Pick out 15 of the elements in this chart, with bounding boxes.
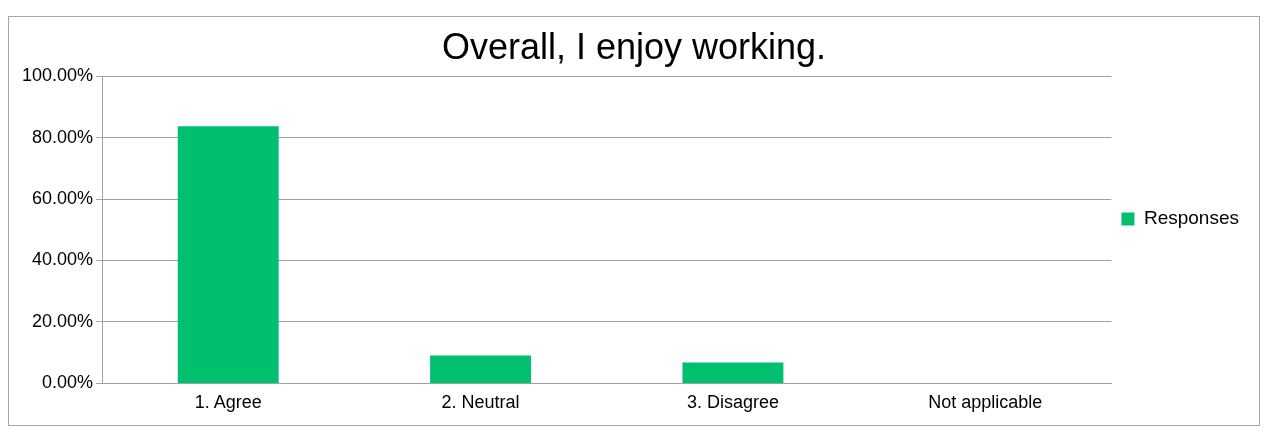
x-tick-label: 1. Agree (194, 392, 262, 413)
y-tick-label: 60.00% (32, 188, 94, 209)
bar (430, 355, 532, 383)
chart-title: Overall, I enjoy working. (441, 25, 827, 67)
x-tick-label: 3. Disagree (686, 392, 779, 413)
y-tick-label: 40.00% (32, 249, 94, 270)
x-tick-label: Not applicable (928, 392, 1043, 413)
bar (177, 126, 279, 383)
y-tick-label: 20.00% (32, 310, 94, 331)
x-tick-label: 2. Neutral (441, 392, 520, 413)
y-tick-label: 80.00% (32, 126, 94, 147)
bar (682, 362, 784, 383)
legend-label: Responses (1143, 207, 1240, 229)
y-tick-label: 0.00% (42, 372, 94, 393)
y-tick-label: 100.00% (22, 65, 94, 86)
